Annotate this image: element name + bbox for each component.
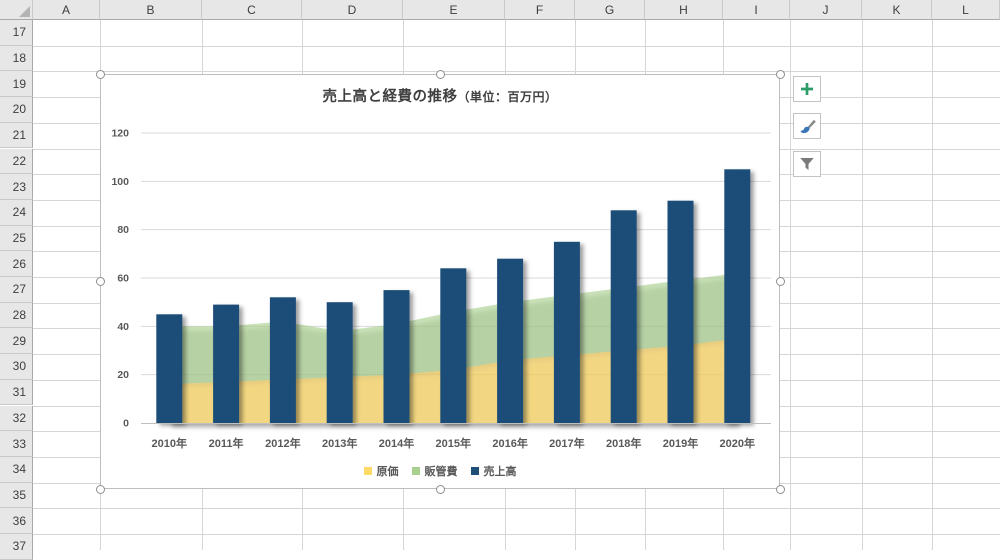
brush-icon: [800, 119, 816, 133]
column-header-G[interactable]: G: [575, 0, 645, 20]
row-header-33[interactable]: 33: [0, 431, 33, 457]
y-axis-tick-label[interactable]: 40: [117, 321, 129, 333]
sales-bar-2011[interactable]: [213, 304, 240, 423]
column-header-L[interactable]: L: [932, 0, 1000, 20]
select-all-triangle-icon: [19, 6, 30, 17]
row-header-18[interactable]: 18: [0, 45, 33, 72]
selection-handle-s[interactable]: [436, 485, 445, 494]
sales-bar-2014[interactable]: [383, 290, 410, 423]
y-axis-tick-label[interactable]: 80: [117, 224, 129, 236]
row-header-31[interactable]: 31: [0, 379, 33, 406]
row-header-26[interactable]: 26: [0, 251, 33, 277]
chart-filters-button[interactable]: [793, 151, 821, 177]
sales-bar-2017[interactable]: [553, 241, 580, 424]
chart-plot: 0 20 40 60 80 100 120 2010年 2011年 2012年 2013年 2014年…: [111, 128, 771, 450]
chart-legend[interactable]: 原価 販管費 売上高: [101, 463, 779, 479]
chart-title-text: 売上高と経費の推移: [322, 89, 458, 105]
column-header-E[interactable]: E: [403, 0, 505, 20]
y-axis-tick-label[interactable]: 100: [111, 176, 129, 188]
row-header-36[interactable]: 36: [0, 508, 33, 534]
selection-handle-n[interactable]: [436, 70, 445, 79]
selection-handle-e[interactable]: [776, 277, 785, 286]
legend-item-sales[interactable]: 売上高: [470, 463, 517, 479]
chart-elements-button[interactable]: [793, 76, 821, 102]
row-header-30[interactable]: 30: [0, 354, 33, 380]
column-header-F[interactable]: F: [505, 0, 575, 20]
row-header-37[interactable]: 37: [0, 534, 33, 560]
x-axis-tick-label[interactable]: 2017年: [549, 436, 584, 450]
column-header-B[interactable]: B: [100, 0, 202, 20]
x-axis-tick-label[interactable]: 2010年: [152, 436, 187, 450]
column-header-D[interactable]: D: [302, 0, 403, 20]
x-axis-tick-label[interactable]: 2011年: [209, 436, 244, 450]
y-axis-tick-label[interactable]: 20: [117, 369, 129, 381]
y-axis-tick-label[interactable]: 60: [117, 273, 129, 285]
x-axis-tick-label[interactable]: 2015年: [436, 436, 471, 450]
row-header-35[interactable]: 35: [0, 482, 33, 509]
sales-bar-2010[interactable]: [156, 314, 183, 424]
row-header-23[interactable]: 23: [0, 174, 33, 200]
sales-bar-2016[interactable]: [497, 258, 524, 423]
row-header-28[interactable]: 28: [0, 302, 33, 329]
sales-bar-2015[interactable]: [440, 268, 467, 423]
x-axis-tick-label[interactable]: 2013年: [322, 436, 357, 450]
column-header-K[interactable]: K: [862, 0, 932, 20]
sales-bar-2019[interactable]: [667, 200, 694, 423]
row-header-29[interactable]: 29: [0, 328, 33, 355]
selection-handle-w[interactable]: [96, 277, 105, 286]
funnel-icon: [800, 158, 814, 170]
column-header-A[interactable]: A: [33, 0, 100, 20]
select-all-button[interactable]: [0, 0, 33, 20]
sales-bar-2020[interactable]: [724, 169, 751, 424]
y-axis-tick-label[interactable]: 0: [123, 418, 129, 430]
row-header-22[interactable]: 22: [0, 148, 33, 175]
selection-handle-se[interactable]: [776, 485, 785, 494]
plus-icon: [801, 83, 813, 95]
x-axis-tick-label[interactable]: 2018年: [606, 436, 641, 450]
selection-handle-ne[interactable]: [776, 70, 785, 79]
chart-object[interactable]: 0 20 40 60 80 100 120 2010年 2011年 2012年 2013年 2014年…: [100, 74, 780, 489]
row-header-32[interactable]: 32: [0, 405, 33, 432]
column-header-H[interactable]: H: [645, 0, 723, 20]
row-header-17[interactable]: 17: [0, 20, 33, 46]
column-header-C[interactable]: C: [202, 0, 302, 20]
row-header-20[interactable]: 20: [0, 97, 33, 123]
legend-item-sga[interactable]: 販管費: [411, 463, 458, 479]
selection-handle-sw[interactable]: [96, 485, 105, 494]
x-axis-tick-label[interactable]: 2012年: [265, 436, 300, 450]
sales-bar-2012[interactable]: [269, 297, 296, 423]
row-header-21[interactable]: 21: [0, 122, 33, 149]
x-axis-tick-label[interactable]: 2016年: [492, 436, 527, 450]
legend-label-sga: 販管費: [424, 466, 458, 478]
legend-swatch-sales: [470, 467, 479, 475]
chart-title[interactable]: 売上高と経費の推移（単位：百万円）: [101, 87, 779, 108]
row-header-27[interactable]: 27: [0, 277, 33, 303]
row-header-24[interactable]: 24: [0, 199, 33, 226]
legend-swatch-cost: [363, 467, 372, 475]
y-axis-tick-label[interactable]: 120: [111, 128, 129, 140]
selection-handle-nw[interactable]: [96, 70, 105, 79]
x-axis-tick-label[interactable]: 2019年: [663, 436, 698, 450]
sales-bar-2018[interactable]: [610, 210, 637, 423]
row-header-19[interactable]: 19: [0, 71, 33, 98]
column-header-J[interactable]: J: [790, 0, 862, 20]
chart-styles-button[interactable]: [793, 113, 821, 139]
legend-label-cost: 原価: [376, 466, 399, 478]
x-axis-tick-label[interactable]: 2014年: [379, 436, 414, 450]
row-header-34[interactable]: 34: [0, 456, 33, 483]
legend-swatch-sga: [411, 467, 420, 475]
column-header-I[interactable]: I: [723, 0, 790, 20]
x-axis-tick-label[interactable]: 2020年: [720, 436, 755, 450]
legend-label-sales: 売上高: [483, 466, 517, 478]
row-header-25[interactable]: 25: [0, 225, 33, 252]
sales-bar-2013[interactable]: [326, 302, 353, 423]
chart-title-unit: （単位：百万円）: [457, 90, 558, 104]
legend-item-cost[interactable]: 原価: [363, 463, 399, 479]
